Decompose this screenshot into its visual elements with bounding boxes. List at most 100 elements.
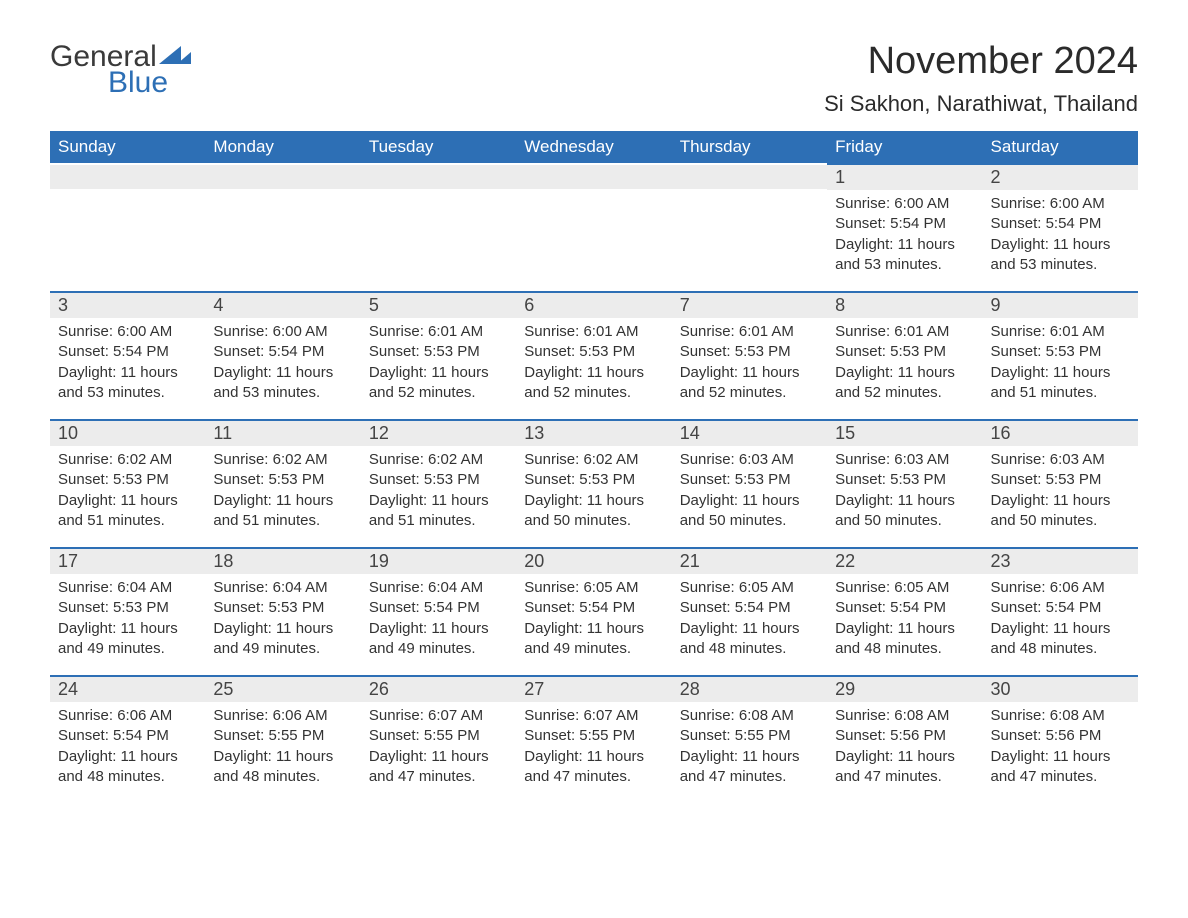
daylight-line: Daylight: 11 hours and 51 minutes. — [369, 491, 508, 532]
logo-text-bottom: Blue — [108, 66, 191, 100]
sunrise-line: Sunrise: 6:02 AM — [58, 450, 197, 470]
day-body: Sunrise: 6:01 AMSunset: 5:53 PMDaylight:… — [361, 318, 516, 413]
daylight-line: Daylight: 11 hours and 51 minutes. — [213, 491, 352, 532]
calendar-cell: 1Sunrise: 6:00 AMSunset: 5:54 PMDaylight… — [827, 163, 982, 291]
day-number: 1 — [827, 165, 982, 190]
daylight-line: Daylight: 11 hours and 48 minutes. — [58, 747, 197, 788]
daylight-line: Daylight: 11 hours and 49 minutes. — [369, 619, 508, 660]
calendar-cell: 5Sunrise: 6:01 AMSunset: 5:53 PMDaylight… — [361, 291, 516, 419]
day-body: Sunrise: 6:03 AMSunset: 5:53 PMDaylight:… — [672, 446, 827, 541]
calendar-body: 1Sunrise: 6:00 AMSunset: 5:54 PMDaylight… — [50, 163, 1138, 803]
calendar-cell: 26Sunrise: 6:07 AMSunset: 5:55 PMDayligh… — [361, 675, 516, 803]
calendar-row: 1Sunrise: 6:00 AMSunset: 5:54 PMDaylight… — [50, 163, 1138, 291]
sunrise-line: Sunrise: 6:07 AM — [524, 706, 663, 726]
day-wrap: 20Sunrise: 6:05 AMSunset: 5:54 PMDayligh… — [516, 547, 671, 669]
sunrise-line: Sunrise: 6:00 AM — [213, 322, 352, 342]
calendar-cell: 23Sunrise: 6:06 AMSunset: 5:54 PMDayligh… — [983, 547, 1138, 675]
calendar-cell: 4Sunrise: 6:00 AMSunset: 5:54 PMDaylight… — [205, 291, 360, 419]
calendar-cell: 16Sunrise: 6:03 AMSunset: 5:53 PMDayligh… — [983, 419, 1138, 547]
day-body: Sunrise: 6:00 AMSunset: 5:54 PMDaylight:… — [827, 190, 982, 285]
sunset-line: Sunset: 5:54 PM — [680, 598, 819, 618]
day-wrap: 2Sunrise: 6:00 AMSunset: 5:54 PMDaylight… — [983, 163, 1138, 285]
day-body: Sunrise: 6:01 AMSunset: 5:53 PMDaylight:… — [827, 318, 982, 413]
day-body: Sunrise: 6:01 AMSunset: 5:53 PMDaylight:… — [672, 318, 827, 413]
day-number: 6 — [516, 293, 671, 318]
day-number: 22 — [827, 549, 982, 574]
day-body: Sunrise: 6:03 AMSunset: 5:53 PMDaylight:… — [827, 446, 982, 541]
calendar-cell: 27Sunrise: 6:07 AMSunset: 5:55 PMDayligh… — [516, 675, 671, 803]
calendar-cell: 2Sunrise: 6:00 AMSunset: 5:54 PMDaylight… — [983, 163, 1138, 291]
daylight-line: Daylight: 11 hours and 52 minutes. — [680, 363, 819, 404]
daylight-line: Daylight: 11 hours and 50 minutes. — [835, 491, 974, 532]
calendar-row: 17Sunrise: 6:04 AMSunset: 5:53 PMDayligh… — [50, 547, 1138, 675]
day-number: 18 — [205, 549, 360, 574]
day-wrap: 23Sunrise: 6:06 AMSunset: 5:54 PMDayligh… — [983, 547, 1138, 669]
day-body: Sunrise: 6:03 AMSunset: 5:53 PMDaylight:… — [983, 446, 1138, 541]
month-title: November 2024 — [824, 40, 1138, 83]
day-number: 13 — [516, 421, 671, 446]
day-body: Sunrise: 6:04 AMSunset: 5:54 PMDaylight:… — [361, 574, 516, 669]
weekday-header: Wednesday — [516, 131, 671, 163]
calendar-cell: 21Sunrise: 6:05 AMSunset: 5:54 PMDayligh… — [672, 547, 827, 675]
sunrise-line: Sunrise: 6:00 AM — [835, 194, 974, 214]
sunset-line: Sunset: 5:54 PM — [991, 214, 1130, 234]
daylight-line: Daylight: 11 hours and 50 minutes. — [524, 491, 663, 532]
sunset-line: Sunset: 5:54 PM — [58, 726, 197, 746]
day-number: 12 — [361, 421, 516, 446]
sunrise-line: Sunrise: 6:02 AM — [369, 450, 508, 470]
daylight-line: Daylight: 11 hours and 51 minutes. — [58, 491, 197, 532]
weekday-header: Friday — [827, 131, 982, 163]
sunrise-line: Sunrise: 6:04 AM — [213, 578, 352, 598]
daylight-line: Daylight: 11 hours and 53 minutes. — [991, 235, 1130, 276]
day-wrap: 28Sunrise: 6:08 AMSunset: 5:55 PMDayligh… — [672, 675, 827, 797]
calendar-cell: 24Sunrise: 6:06 AMSunset: 5:54 PMDayligh… — [50, 675, 205, 803]
day-body: Sunrise: 6:08 AMSunset: 5:55 PMDaylight:… — [672, 702, 827, 797]
day-number: 28 — [672, 677, 827, 702]
day-wrap: 29Sunrise: 6:08 AMSunset: 5:56 PMDayligh… — [827, 675, 982, 797]
sunrise-line: Sunrise: 6:06 AM — [991, 578, 1130, 598]
day-body: Sunrise: 6:02 AMSunset: 5:53 PMDaylight:… — [361, 446, 516, 541]
day-wrap: 6Sunrise: 6:01 AMSunset: 5:53 PMDaylight… — [516, 291, 671, 413]
sunset-line: Sunset: 5:55 PM — [213, 726, 352, 746]
daylight-line: Daylight: 11 hours and 48 minutes. — [991, 619, 1130, 660]
weekday-header: Thursday — [672, 131, 827, 163]
day-wrap: 22Sunrise: 6:05 AMSunset: 5:54 PMDayligh… — [827, 547, 982, 669]
day-number: 25 — [205, 677, 360, 702]
sunset-line: Sunset: 5:53 PM — [369, 342, 508, 362]
calendar-cell: 15Sunrise: 6:03 AMSunset: 5:53 PMDayligh… — [827, 419, 982, 547]
day-number: 11 — [205, 421, 360, 446]
day-body: Sunrise: 6:06 AMSunset: 5:54 PMDaylight:… — [50, 702, 205, 797]
sunset-line: Sunset: 5:56 PM — [835, 726, 974, 746]
location: Si Sakhon, Narathiwat, Thailand — [824, 91, 1138, 117]
day-number: 10 — [50, 421, 205, 446]
calendar-cell: 8Sunrise: 6:01 AMSunset: 5:53 PMDaylight… — [827, 291, 982, 419]
daylight-line: Daylight: 11 hours and 50 minutes. — [680, 491, 819, 532]
daylight-line: Daylight: 11 hours and 47 minutes. — [680, 747, 819, 788]
sunrise-line: Sunrise: 6:00 AM — [58, 322, 197, 342]
day-number: 9 — [983, 293, 1138, 318]
day-number: 8 — [827, 293, 982, 318]
sunset-line: Sunset: 5:56 PM — [991, 726, 1130, 746]
calendar-cell — [361, 163, 516, 291]
calendar-cell: 3Sunrise: 6:00 AMSunset: 5:54 PMDaylight… — [50, 291, 205, 419]
day-number: 30 — [983, 677, 1138, 702]
daylight-line: Daylight: 11 hours and 49 minutes. — [58, 619, 197, 660]
day-body: Sunrise: 6:00 AMSunset: 5:54 PMDaylight:… — [983, 190, 1138, 285]
daylight-line: Daylight: 11 hours and 51 minutes. — [991, 363, 1130, 404]
sunrise-line: Sunrise: 6:04 AM — [369, 578, 508, 598]
calendar-cell: 28Sunrise: 6:08 AMSunset: 5:55 PMDayligh… — [672, 675, 827, 803]
sunrise-line: Sunrise: 6:02 AM — [524, 450, 663, 470]
day-body: Sunrise: 6:08 AMSunset: 5:56 PMDaylight:… — [983, 702, 1138, 797]
day-body: Sunrise: 6:06 AMSunset: 5:54 PMDaylight:… — [983, 574, 1138, 669]
day-wrap: 15Sunrise: 6:03 AMSunset: 5:53 PMDayligh… — [827, 419, 982, 541]
calendar-cell — [205, 163, 360, 291]
blank-day — [361, 163, 516, 189]
calendar-cell: 9Sunrise: 6:01 AMSunset: 5:53 PMDaylight… — [983, 291, 1138, 419]
day-number: 27 — [516, 677, 671, 702]
logo: General Blue — [50, 40, 191, 100]
weekday-header: Saturday — [983, 131, 1138, 163]
day-body: Sunrise: 6:01 AMSunset: 5:53 PMDaylight:… — [516, 318, 671, 413]
day-wrap: 7Sunrise: 6:01 AMSunset: 5:53 PMDaylight… — [672, 291, 827, 413]
sunset-line: Sunset: 5:53 PM — [213, 598, 352, 618]
sunset-line: Sunset: 5:54 PM — [835, 214, 974, 234]
